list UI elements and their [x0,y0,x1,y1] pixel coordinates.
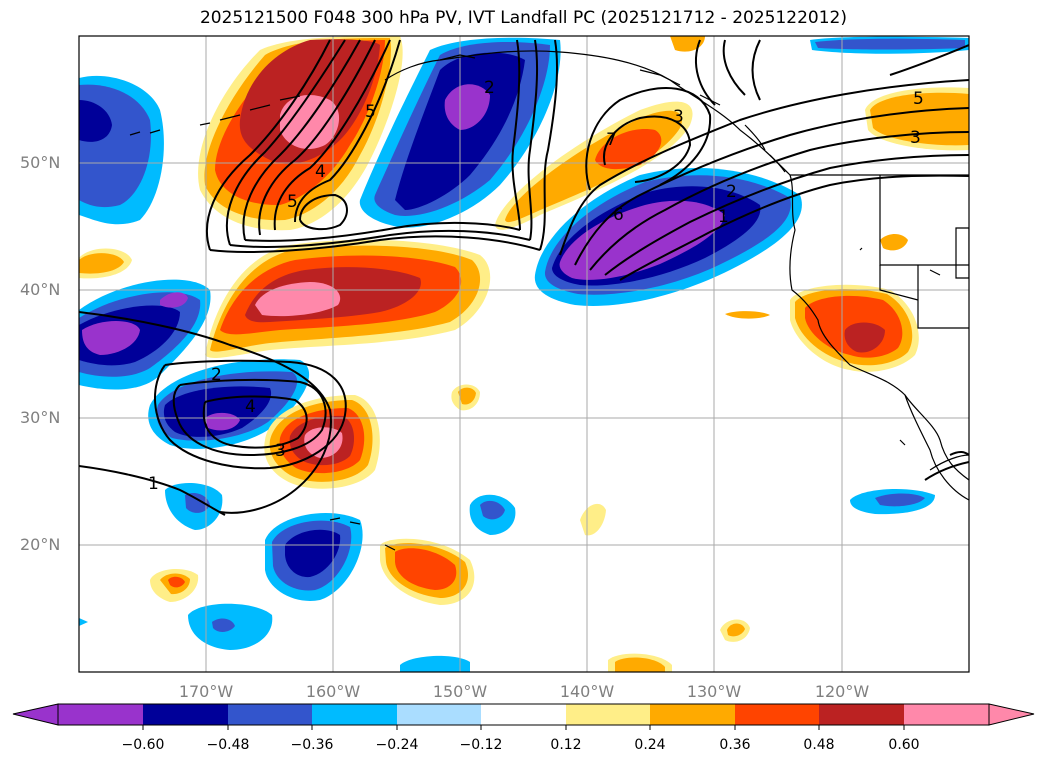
contour-label: 2 [484,78,495,98]
colorbar-tick-label: 0.36 [719,737,751,753]
colorbar-tick-label: 0.48 [803,737,835,753]
latitude-label: 30°N [20,408,61,427]
colorbar-tick-label: −0.36 [290,737,334,753]
contour-label: 3 [910,128,921,148]
colorbar-tick-label: 0.60 [888,737,920,753]
colorbar-tick-label: −0.60 [121,737,165,753]
latitude-label: 40°N [20,280,61,299]
longitude-label: 160°W [305,682,361,701]
contour-label: 1 [148,474,159,494]
longitude-label: 120°W [814,682,870,701]
contour-label-group: 1 2 3 4 5 6 7 2 3 4 5 3 5 2 1 [148,78,924,494]
colorbar-segment [566,704,650,725]
contour-label: 5 [287,192,298,212]
contour-label: 6 [613,205,624,225]
colorbar-segment [819,704,904,725]
colorbar-segment [650,704,735,725]
map-frame [78,35,970,673]
colorbar-segment [12,703,59,726]
contour-label: 5 [365,102,376,122]
colorbar-tick-label: 0.24 [634,737,666,753]
colorbar-tick-label: −0.48 [206,737,250,753]
contour-label: 4 [315,162,326,182]
colorbar-tick-label: −0.24 [375,737,419,753]
negative-anomaly-west-low [79,279,211,390]
colorbar-segment [904,704,989,725]
contour-label: 5 [913,89,924,109]
map-title: 2025121500 F048 300 hPa PV, IVT Landfall… [199,8,847,28]
colorbar-segment [143,704,228,725]
colorbar-segment [735,704,819,725]
colorbar-segment [228,704,312,725]
latitude-label: 20°N [20,535,61,554]
colorbar-tick-label: 0.12 [550,737,582,753]
colorbar-tick-label: −0.12 [459,737,503,753]
coastlines [129,50,969,551]
colorbar-ticks [142,725,905,730]
contour-label: 7 [606,130,617,150]
colorbar-segment [988,703,1035,726]
contour-label: 3 [275,441,286,461]
longitude-label: 170°W [178,682,234,701]
positive-anomaly-california [725,234,919,372]
contour-label: 3 [673,107,684,127]
colorbar-frame [57,703,990,726]
colorbar-segment [481,704,566,725]
contour-label: 1 [718,207,729,227]
longitude-label: 150°W [432,682,488,701]
longitude-label: 130°W [686,682,742,701]
contour-label: 2 [211,365,222,385]
graticule [79,36,969,672]
longitude-label: 140°W [559,682,615,701]
positive-anomaly-northeast [670,36,969,151]
colorbar [12,703,1035,730]
colorbar-segment [58,704,143,725]
contour-label: 2 [726,182,737,202]
small-anomalies-south [79,248,935,672]
negative-anomaly-west [79,75,164,225]
negative-anomaly-southwest [148,359,310,449]
colorbar-segment [312,704,397,725]
latitude-label: 50°N [20,153,61,172]
colorbar-segment [397,704,481,725]
pv-contours [79,39,969,516]
contour-label: 4 [245,397,256,417]
shaded-anomaly-field [79,36,969,672]
